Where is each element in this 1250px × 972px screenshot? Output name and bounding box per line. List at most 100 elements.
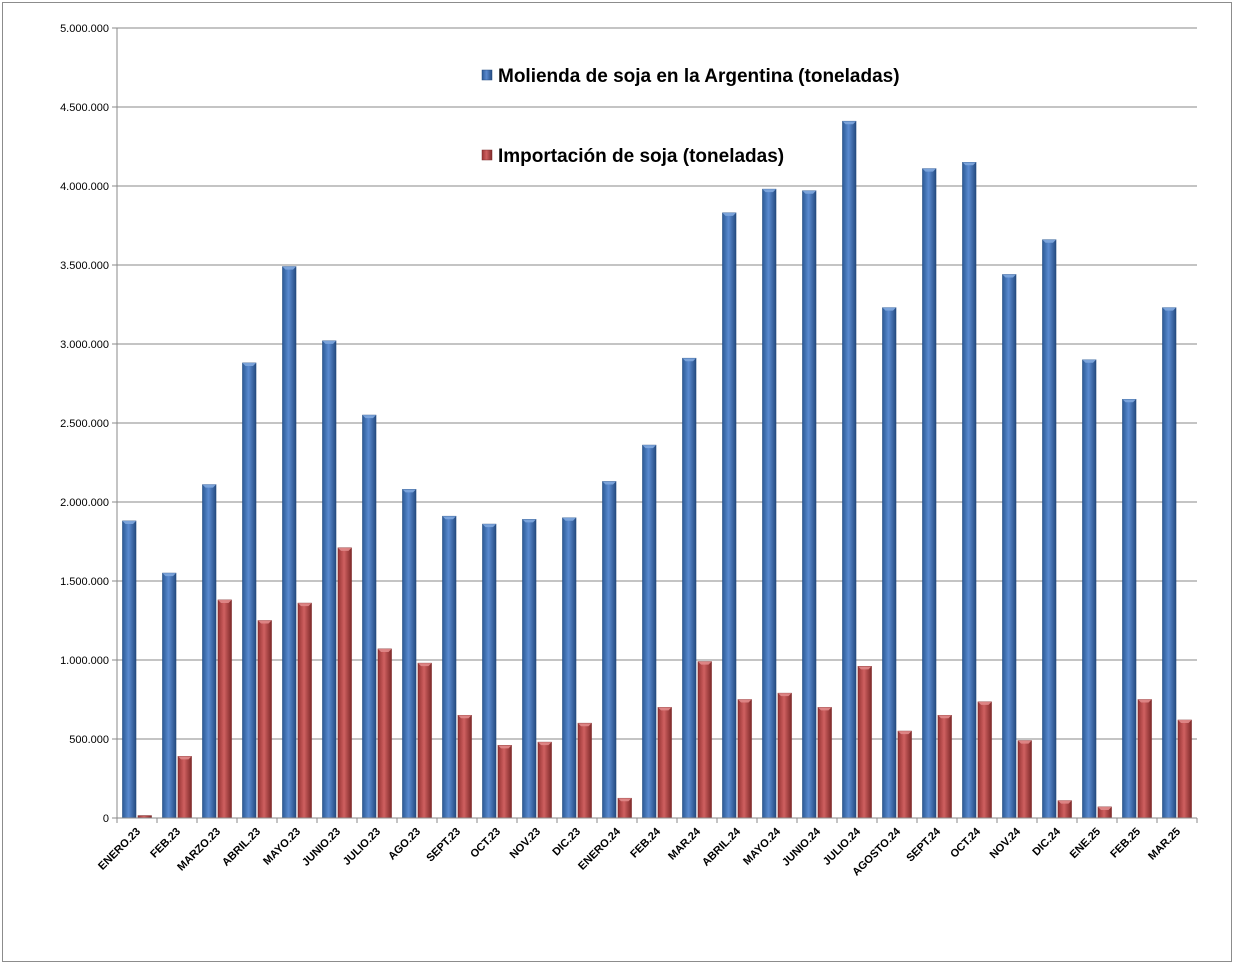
x-tick-label: NOV.23 — [508, 826, 543, 861]
bar-bevel — [882, 307, 896, 311]
legend-label-molienda: Molienda de soja en la Argentina (tonela… — [498, 66, 900, 87]
x-tick-label: OCT.24 — [948, 825, 983, 860]
x-axis: ENERO.23 FEB.23MARZO.23ABRIL.23MAYO.23JUN… — [96, 817, 1198, 879]
bar-importacion-julio-23 — [377, 648, 392, 819]
bar-bevel — [442, 516, 456, 520]
bar-molienda-enero-24 — [602, 481, 617, 819]
bar-bevel — [962, 162, 976, 166]
x-tick-label: MARZO.23 — [175, 826, 223, 874]
bar-importacion-julio-24 — [857, 666, 872, 819]
bar-bevel — [1162, 307, 1176, 311]
bar-bevel — [1178, 720, 1192, 724]
bar-bevel — [818, 707, 832, 711]
bar-molienda-feb-25 — [1122, 398, 1137, 819]
bar-molienda-oct-24 — [962, 162, 977, 819]
y-tick-label: 3.500.000 — [60, 260, 109, 272]
bar-importacion-marzo-23 — [217, 599, 232, 819]
x-tick-label: ENE.25 — [1068, 826, 1103, 861]
bar-bevel — [762, 189, 776, 193]
x-tick-label: NOV.24 — [988, 825, 1024, 861]
bar-bevel — [682, 358, 696, 362]
bar-bevel — [1138, 699, 1152, 703]
bar-bevel — [402, 489, 416, 493]
bar-molienda-feb-23 — [162, 572, 177, 819]
y-tick-label: 5.000.000 — [60, 23, 109, 35]
bar-molienda-abril-24 — [722, 212, 737, 819]
bar-molienda-sept-23 — [442, 515, 457, 819]
legend-label-importacion: Importación de soja (toneladas) — [498, 146, 784, 167]
bar-molienda-mar-25 — [1162, 307, 1177, 819]
bar-bevel — [698, 661, 712, 665]
bar-molienda-oct-23 — [482, 523, 497, 819]
bar-bevel — [202, 484, 216, 488]
legend: Molienda de soja en la Argentina (tonela… — [481, 66, 900, 167]
x-tick-label: SEPT.24 — [904, 825, 943, 864]
bar-molienda-mar-24 — [682, 357, 697, 819]
bar-bevel — [578, 723, 592, 727]
x-tick-label: MAYO.23 — [261, 826, 303, 868]
bar-bevel — [298, 603, 312, 607]
x-tick-label: OCT.23 — [468, 826, 503, 861]
bar-bevel — [618, 798, 632, 802]
bar-molienda-junio-24 — [802, 190, 817, 819]
bar-molienda-julio-23 — [362, 414, 377, 819]
y-tick-label: 2.000.000 — [60, 497, 109, 509]
x-tick-label: JUNIO.23 — [300, 826, 343, 869]
bar-molienda-dic-23 — [562, 517, 577, 819]
bar-bevel — [218, 599, 232, 603]
bar-bevel — [538, 742, 552, 746]
bar-bevel — [482, 524, 496, 528]
bar-importacion-sept-24 — [937, 714, 952, 819]
bar-molienda-sept-24 — [922, 168, 937, 819]
bar-molienda-marzo-23 — [202, 484, 217, 819]
bar-bevel — [1002, 274, 1016, 278]
bar-molienda-dic-24 — [1042, 239, 1057, 819]
bar-importacion-mar-25 — [1177, 719, 1192, 819]
bar-importacion-junio-24 — [817, 707, 832, 819]
bar-importacion-nov-24 — [1017, 740, 1032, 819]
bar-molienda-ago-23 — [402, 489, 417, 819]
bar-bevel — [642, 445, 656, 449]
bar-importacion-feb-25 — [1137, 699, 1152, 819]
bar-bevel — [338, 547, 352, 551]
x-tick-label: MAR.24 — [666, 825, 704, 863]
x-tick-label: ENERO.24 — [576, 825, 624, 873]
x-tick-label: ENERO.23 — [96, 826, 143, 873]
y-tick-label: 4.000.000 — [60, 181, 109, 193]
bar-bevel — [1098, 806, 1112, 810]
bar-bevel — [922, 168, 936, 172]
x-tick-label: MAR.25 — [1146, 826, 1183, 863]
bar-bevel — [802, 190, 816, 194]
bar-importacion-abril-24 — [737, 699, 752, 819]
bar-bevel — [1042, 239, 1056, 243]
bar-bevel — [842, 121, 856, 125]
bar-molienda-abril-23 — [242, 362, 257, 819]
bar-importacion-sept-23 — [457, 714, 472, 819]
x-tick-label: FEB.25 — [1108, 826, 1143, 861]
x-tick-label: JULIO.24 — [821, 825, 864, 868]
bar-importacion-mar-24 — [697, 661, 712, 819]
y-tick-label: 4.500.000 — [60, 102, 109, 114]
bar-bevel — [162, 573, 176, 577]
bar-bevel — [362, 415, 376, 419]
bar-bevel — [258, 620, 272, 624]
bar-importacion-abril-23 — [257, 620, 272, 819]
bar-molienda-nov-23 — [522, 519, 537, 819]
bar-bevel — [562, 517, 576, 521]
bar-importacion-mayo-23 — [297, 602, 312, 819]
bar-bevel — [242, 362, 256, 366]
bar-importacion-oct-24 — [977, 701, 992, 819]
x-tick-label: JUNIO.24 — [780, 825, 824, 869]
y-tick-label: 2.500.000 — [60, 418, 109, 430]
bar-importacion-agosto-24 — [897, 730, 912, 819]
bar-molienda-feb-24 — [642, 444, 657, 819]
bar-importacion-oct-23 — [497, 745, 512, 819]
bar-bevel — [1058, 800, 1072, 804]
x-tick-label: SEPT.23 — [424, 826, 463, 865]
bar-bevel — [178, 756, 192, 760]
bar-bevel — [778, 693, 792, 697]
bar-bevel — [122, 520, 136, 524]
bar-bevel — [658, 707, 672, 711]
x-tick-label: DIC.23 — [550, 826, 583, 859]
x-tick-label: MAYO.24 — [741, 825, 784, 868]
